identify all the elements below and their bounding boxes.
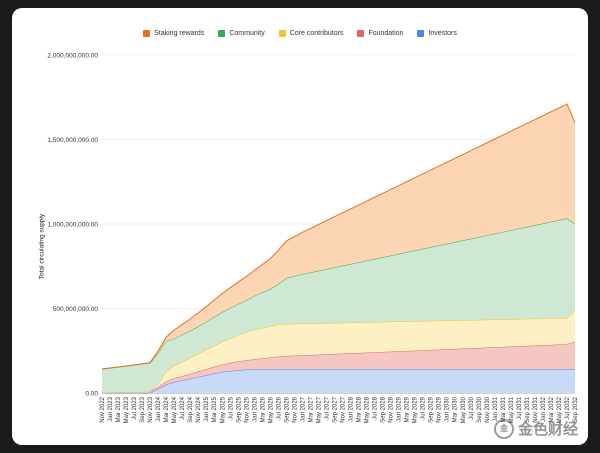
x-tick-label: Jan 2031 xyxy=(493,396,499,421)
x-tick-label: Nov 2024 xyxy=(196,396,202,422)
x-tick-label: Jul 2024 xyxy=(180,396,186,419)
x-tick-label: Jan 2027 xyxy=(300,396,306,421)
legend-item-core-contributors: Core contributors xyxy=(278,30,344,37)
x-tick-label: Nov 2022 xyxy=(100,396,106,422)
x-tick-label: Sep 2023 xyxy=(140,396,146,422)
y-tick-label: 1,500,000,000.00 xyxy=(47,137,98,144)
area-community xyxy=(102,218,575,393)
x-tick-label: May 2028 xyxy=(365,396,371,423)
x-tick-label: May 2029 xyxy=(413,396,419,423)
x-tick-label: Jan 2024 xyxy=(156,396,162,421)
legend-item-community: Community xyxy=(218,30,265,37)
x-tick-label: Jul 2030 xyxy=(469,396,475,419)
y-tick-label: 0.00 xyxy=(85,391,98,398)
legend-swatch xyxy=(143,30,151,37)
x-tick-label: Jul 2026 xyxy=(276,396,282,419)
x-tick-label: Nov 2029 xyxy=(437,396,443,422)
legend-swatch xyxy=(357,30,365,37)
legend-label: Investors xyxy=(428,30,457,37)
x-tick-label: May 2027 xyxy=(316,396,322,423)
y-tick-label: 500,000,000.00 xyxy=(53,306,99,313)
x-tick-label: Sep 2031 xyxy=(525,396,531,422)
x-tick-label: Nov 2028 xyxy=(389,396,395,422)
x-tick-label: Nov 2027 xyxy=(341,396,347,422)
x-tick-label: Mar 2027 xyxy=(308,396,314,422)
x-tick-label: Jan 2032 xyxy=(541,396,547,421)
legend-label: Foundation xyxy=(368,30,404,37)
legend: Staking rewards Community Core contributor… xyxy=(12,30,588,37)
x-tick-label: Jan 2030 xyxy=(445,396,451,421)
legend-swatch xyxy=(417,30,425,37)
x-tick-label: May 2026 xyxy=(268,396,274,423)
x-tick-label: Mar 2023 xyxy=(116,396,122,422)
watermark-text: 金色财经 xyxy=(517,421,578,438)
x-tick-label: Sep 2026 xyxy=(284,396,290,422)
chart-card: Staking rewards Community Core contributor… xyxy=(12,8,588,445)
area-chart: 0.00 500,000,000.00 1,000,000,000.00 1,500,… xyxy=(47,53,579,424)
legend-swatch xyxy=(218,30,226,37)
x-tick-label: Jan 2026 xyxy=(252,396,258,421)
x-tick-label: Sep 2030 xyxy=(477,396,483,422)
x-tick-label: Jul 2028 xyxy=(373,396,379,419)
x-tick-label: May 2023 xyxy=(124,396,130,423)
x-tick-label: Mar 2029 xyxy=(405,396,411,422)
area-staking-rewards xyxy=(102,104,575,369)
x-tick-label: Jan 2029 xyxy=(397,396,403,421)
x-tick-label: Mar 2030 xyxy=(453,396,459,422)
y-tick-label: 2,000,000,000.00 xyxy=(47,53,98,60)
x-tick-label: Nov 2023 xyxy=(148,396,154,422)
x-tick-label: Jul 2023 xyxy=(132,396,138,419)
area-foundation xyxy=(102,341,575,393)
x-tick-label: Sep 2029 xyxy=(429,396,435,422)
x-tick-label: Mar 2024 xyxy=(164,396,170,422)
x-tick-label: Nov 2031 xyxy=(533,396,539,422)
x-tick-label: Sep 2025 xyxy=(236,396,242,422)
legend-item-staking-rewards: Staking rewards xyxy=(143,30,204,37)
x-tick-label: Jul 2027 xyxy=(324,396,330,419)
legend-item-investors: Investors xyxy=(417,30,457,37)
x-tick-label: Sep 2028 xyxy=(381,396,387,422)
x-tick-label: Mar 2025 xyxy=(212,396,218,422)
x-tick-label: Sep 2032 xyxy=(573,396,579,422)
x-tick-label: Mar 2032 xyxy=(549,396,555,422)
y-tick-label: 1,000,000,000.00 xyxy=(47,222,98,229)
x-tick-label: Nov 2025 xyxy=(244,396,250,422)
legend-swatch xyxy=(278,30,286,37)
x-tick-label: May 2025 xyxy=(220,396,226,423)
legend-label: Core contributors xyxy=(289,30,344,37)
x-tick-label: Jul 2029 xyxy=(421,396,427,419)
x-tick-label: Mar 2031 xyxy=(501,396,507,422)
x-tick-label: May 2031 xyxy=(509,396,515,423)
legend-label: Community xyxy=(229,30,265,37)
x-tick-label: Mar 2026 xyxy=(260,396,266,422)
x-tick-label: Jan 2028 xyxy=(349,396,355,421)
x-tick-label: Sep 2027 xyxy=(332,396,338,422)
legend-item-foundation: Foundation xyxy=(357,30,403,37)
line-staking-rewards xyxy=(101,103,576,370)
x-tick-label: Jul 2032 xyxy=(565,396,571,419)
x-tick-label: May 2024 xyxy=(172,396,178,423)
legend-label: Staking rewards xyxy=(154,30,205,37)
watermark-logo-icon: 金 xyxy=(493,418,514,439)
x-tick-label: May 2032 xyxy=(557,396,563,423)
x-tick-label: Jul 2031 xyxy=(517,396,523,419)
area-core-contributors xyxy=(102,309,575,393)
x-tick-label: Jan 2025 xyxy=(204,396,210,421)
watermark: 金 金色财经 xyxy=(493,418,578,439)
x-tick-label: Nov 2030 xyxy=(485,396,491,422)
x-tick-label: Mar 2028 xyxy=(357,396,363,422)
area-investors xyxy=(102,369,575,393)
x-tick-label: May 2030 xyxy=(461,396,467,423)
x-tick-label: Nov 2026 xyxy=(292,396,298,422)
x-tick-label: Jul 2025 xyxy=(228,396,234,419)
x-tick-label: Jan 2023 xyxy=(108,396,114,421)
x-tick-label: Sep 2024 xyxy=(188,396,194,422)
